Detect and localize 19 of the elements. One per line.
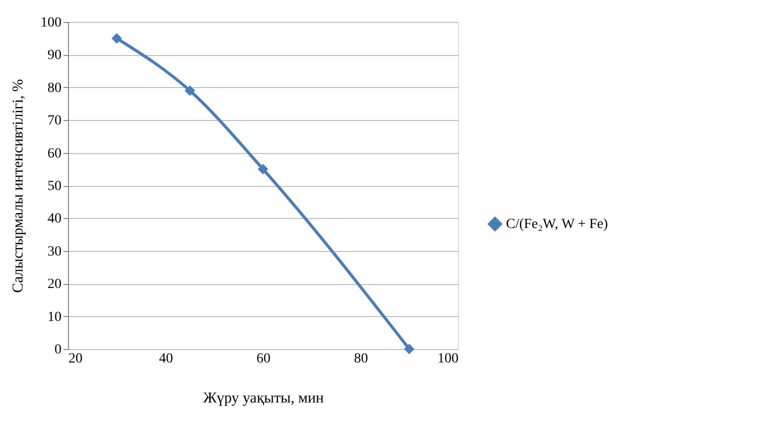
y-axis-title: Салыстырмалы интенсивтілігі, % — [10, 79, 26, 293]
x-tick-label: 60 — [256, 352, 270, 366]
x-tick-label: 40 — [159, 352, 173, 366]
x-tick-label: 20 — [68, 352, 82, 366]
legend-label: C/(Fe₂W, W + Fe) — [506, 217, 608, 232]
y-tick-label: 70 — [48, 114, 62, 129]
y-tick-label: 80 — [48, 80, 62, 96]
y-tick-label: 60 — [48, 146, 62, 162]
y-tick-label: 20 — [48, 277, 62, 292]
y-tick-label: 90 — [48, 48, 62, 64]
y-tick-label: 40 — [48, 212, 62, 227]
y-tick-label: 10 — [48, 310, 62, 325]
x-tick-label: 80 — [354, 352, 368, 366]
y-tick-label: 50 — [48, 179, 62, 194]
x-tick-label: 100 — [438, 352, 458, 366]
y-tick-label: 100 — [40, 16, 62, 30]
y-tick-label: 30 — [48, 244, 62, 260]
y-tick-label: 0 — [54, 342, 62, 358]
x-axis-title: Жүру уақыты, мин — [203, 390, 324, 406]
